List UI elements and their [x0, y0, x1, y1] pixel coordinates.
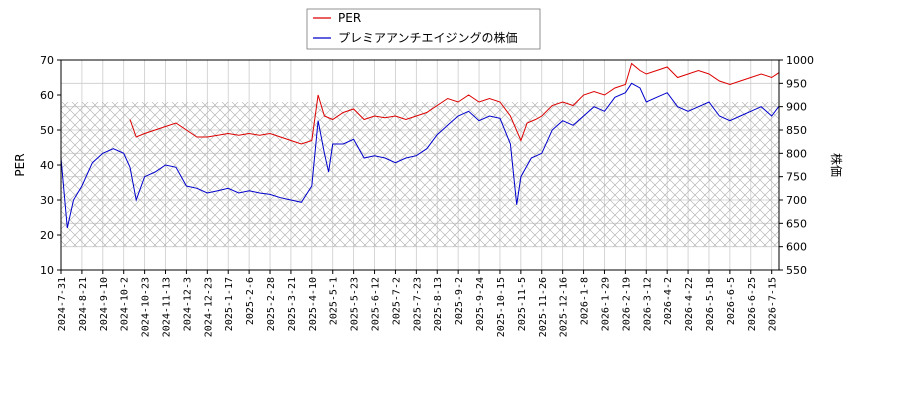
stock-price-line: [61, 82, 779, 229]
left-axis-label: PER: [13, 153, 27, 176]
x-tick-label: 2025-2-6: [245, 277, 256, 325]
left-tick-label: 20: [40, 229, 54, 242]
x-tick-label: 2025-1-17: [224, 277, 235, 331]
x-tick-label: 2024-10-2: [120, 277, 131, 331]
x-tick-label: 2026-4-22: [684, 277, 695, 331]
shaded-band: [61, 102, 779, 247]
right-axis-ticks: 550 600 650 700 750 800 850 900 950 1000: [779, 54, 814, 277]
right-tick-label: 550: [786, 264, 807, 277]
x-tick-label: 2026-6-25: [747, 277, 758, 331]
x-tick-label: 2025-6-12: [371, 277, 382, 331]
x-tick-label: 2026-2-19: [621, 277, 632, 331]
right-axis-label: 株価: [829, 153, 844, 177]
x-tick-label: 2025-9-24: [475, 277, 486, 331]
x-tick-label: 2025-4-10: [308, 277, 319, 331]
x-tick-label: 2025-9-2: [454, 277, 465, 325]
left-tick-label: 60: [40, 89, 54, 102]
x-tick-label: 2024-11-13: [162, 277, 173, 337]
x-tick-label: 2026-3-12: [642, 277, 653, 331]
legend-box: [306, 8, 541, 50]
right-tick-label: 950: [786, 77, 807, 90]
legend-label-price: プレミアアンチエイジングの株価: [338, 30, 518, 45]
x-tick-label: 2025-7-2: [391, 277, 402, 325]
left-tick-label: 30: [40, 194, 54, 207]
series-lines: [61, 62, 779, 229]
legend-label-per: PER: [338, 11, 361, 25]
x-tick-label: 2026-6-5: [726, 277, 737, 325]
x-axis-ticks: 2024-7-31 2024-8-21 2024-9-10 2024-10-2 2024…: [57, 270, 779, 337]
right-tick-label: 700: [786, 194, 807, 207]
x-tick-label: 2024-10-23: [141, 277, 152, 337]
x-tick-label: 2025-2-28: [266, 277, 277, 331]
x-tick-label: 2025-10-15: [496, 277, 507, 337]
right-tick-label: 800: [786, 147, 807, 160]
right-tick-label: 600: [786, 241, 807, 254]
left-tick-label: 50: [40, 124, 54, 137]
x-tick-label: 2026-7-15: [768, 277, 779, 331]
x-tick-label: 2024-12-3: [182, 277, 193, 331]
x-tick-label: 2026-1-29: [600, 277, 611, 331]
left-tick-label: 70: [40, 54, 54, 67]
x-tick-label: 2025-5-1: [329, 277, 340, 325]
x-tick-label: 2025-5-23: [350, 277, 361, 331]
x-tick-label: 2025-12-16: [559, 277, 570, 337]
x-tick-label: 2025-3-21: [287, 277, 298, 331]
x-tick-label: 2025-11-26: [538, 277, 549, 337]
x-tick-label: 2026-5-18: [705, 277, 716, 331]
left-tick-label: 40: [40, 159, 54, 172]
per-line: [129, 62, 779, 145]
right-tick-label: 750: [786, 171, 807, 184]
left-axis-ticks: 10 20 30 40 50 60 70: [40, 54, 61, 277]
right-tick-label: 650: [786, 217, 807, 230]
x-tick-label: 2024-9-10: [99, 277, 110, 331]
x-tick-label: 2025-11-5: [517, 277, 528, 331]
x-tick-label: 2024-8-21: [78, 277, 89, 331]
x-tick-label: 2026-4-2: [663, 277, 674, 325]
right-tick-label: 850: [786, 124, 807, 137]
x-tick-label: 2026-1-8: [580, 277, 591, 325]
right-tick-label: 1000: [786, 54, 814, 67]
legend: PER プレミアアンチエイジングの株価: [306, 8, 541, 50]
left-tick-label: 10: [40, 264, 54, 277]
right-tick-label: 900: [786, 101, 807, 114]
x-tick-label: 2025-8-13: [433, 277, 444, 331]
x-tick-label: 2024-7-31: [57, 277, 68, 331]
x-tick-label: 2025-7-23: [412, 277, 423, 331]
x-tick-label: 2024-12-23: [203, 277, 214, 337]
